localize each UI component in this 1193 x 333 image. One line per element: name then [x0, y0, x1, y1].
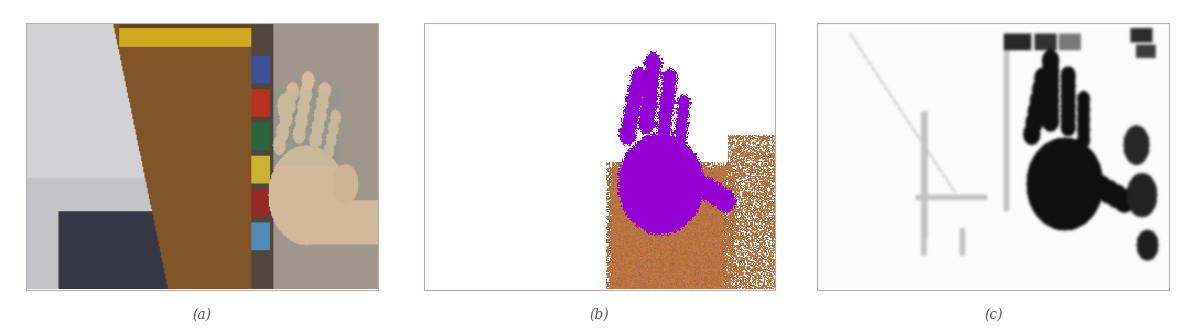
Text: (b): (b) — [589, 308, 610, 322]
Text: (c): (c) — [984, 308, 1002, 322]
Text: (a): (a) — [193, 308, 211, 322]
